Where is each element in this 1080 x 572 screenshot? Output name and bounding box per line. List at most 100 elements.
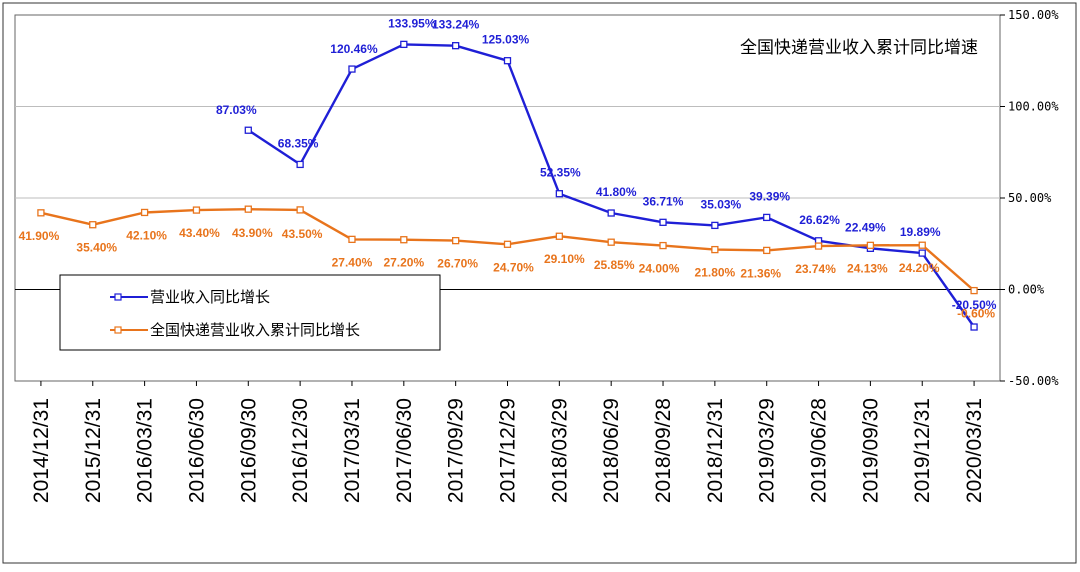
axes: -50.00% 0.00% 50.00% 100.00% 150.00% 2014/12/… <box>30 8 1059 503</box>
marker-s1-0 <box>37 209 45 217</box>
data-label-s0-11: 41.80% <box>596 185 637 199</box>
legend-label-orange: 全国快递营业收入累计同比增长 <box>150 321 360 339</box>
marker-s0-13 <box>711 221 719 230</box>
legend: 营业收入同比增长 全国快递营业收入累计同比增长 <box>59 274 441 351</box>
legend-box <box>59 274 441 351</box>
data-label-s0-6: 120.46% <box>330 42 378 56</box>
marker-s1-9 <box>503 240 512 248</box>
marker-s0-11 <box>607 209 615 217</box>
marker-s0-9 <box>503 57 512 65</box>
data-label-s0-10: 52.35% <box>540 166 581 180</box>
x-tick-label-18: 2020/03/31 <box>963 398 986 503</box>
data-label-s1-16: 24.13% <box>847 261 888 275</box>
data-label-s0-5: 68.35% <box>278 136 319 150</box>
data-label-s0-9: 125.03% <box>482 33 530 47</box>
data-label-s0-8: 133.24% <box>432 18 480 32</box>
marker-s0-6 <box>348 65 356 73</box>
x-tick-label-8: 2017/09/29 <box>445 398 468 503</box>
data-label-s1-10: 29.10% <box>544 252 585 266</box>
marker-s1-5 <box>296 206 304 214</box>
x-tick-label-7: 2017/06/30 <box>393 398 416 503</box>
x-tick-label-0: 2014/12/31 <box>30 398 53 503</box>
marker-s1-2 <box>140 208 149 217</box>
data-label-s0-4: 87.03% <box>216 103 257 117</box>
x-tick-label-11: 2018/06/29 <box>600 398 623 503</box>
legend-marker-blue <box>114 293 122 301</box>
data-label-s1-5: 43.50% <box>282 227 323 241</box>
data-label-s1-15: 23.74% <box>795 262 836 276</box>
data-label-s0-7: 133.95% <box>388 16 436 30</box>
marker-s0-10 <box>555 190 563 198</box>
data-label-s1-13: 21.80% <box>695 266 736 280</box>
marker-s1-17 <box>918 241 926 249</box>
marker-s1-16 <box>866 241 875 249</box>
marker-s0-18 <box>970 323 978 331</box>
legend-marker-orange <box>114 326 122 334</box>
data-label-s1-9: 24.70% <box>493 260 534 274</box>
data-label-s1-1: 35.40% <box>76 241 117 255</box>
marker-s1-13 <box>711 245 719 254</box>
data-label-s0-15: 26.62% <box>799 213 840 227</box>
y-tick-label-1: 0.00% <box>1008 283 1045 297</box>
data-labels: 87.03% 68.35% 120.46% 133.95%133.24%125.03%… <box>19 16 997 320</box>
y-tick-label-4: 150.00% <box>1008 8 1059 22</box>
marker-s1-15 <box>814 242 823 250</box>
marker-s1-11 <box>607 238 615 246</box>
y-tick-label-0: -50.00% <box>1008 374 1059 388</box>
data-label-s1-8: 26.70% <box>437 257 478 271</box>
data-label-s1-0: 41.90% <box>19 229 60 243</box>
x-tick-label-9: 2017/12/29 <box>497 398 520 503</box>
data-label-s1-12: 24.00% <box>639 262 680 276</box>
marker-s0-12 <box>659 218 667 226</box>
x-tick-label-4: 2016/09/30 <box>237 398 260 503</box>
x-tick-label-14: 2019/03/29 <box>756 398 779 503</box>
data-label-s1-14: 21.36% <box>740 266 781 280</box>
marker-s1-1 <box>89 221 97 229</box>
data-label-s0-13: 35.03% <box>701 197 742 211</box>
data-label-s1-3: 43.40% <box>179 226 220 240</box>
marker-s0-4 <box>244 126 252 134</box>
x-tick-label-16: 2019/09/30 <box>859 398 882 503</box>
data-label-s1-2: 42.10% <box>126 228 167 242</box>
marker-s1-12 <box>659 241 667 250</box>
data-label-s0-14: 39.39% <box>749 189 790 203</box>
x-tick-label-5: 2016/12/30 <box>289 398 312 503</box>
marker-s1-6 <box>348 235 356 244</box>
marker-s1-7 <box>400 236 408 244</box>
data-label-s0-17: 19.89% <box>900 225 941 239</box>
y-tick-label-3: 100.00% <box>1008 100 1059 114</box>
y-tick-label-2: 50.00% <box>1008 191 1052 205</box>
data-label-s1-6: 27.40% <box>332 255 373 269</box>
marker-s1-4 <box>244 205 252 213</box>
data-label-s1-7: 27.20% <box>383 256 424 270</box>
marker-s0-7 <box>400 40 408 49</box>
data-label-s1-4: 43.90% <box>232 226 273 240</box>
data-label-s1-18: -0.60% <box>957 307 995 321</box>
marker-s0-8 <box>452 42 460 50</box>
marker-s1-18 <box>970 286 978 295</box>
marker-s0-17 <box>918 249 926 257</box>
x-tick-label-1: 2015/12/31 <box>82 398 105 503</box>
chart-title: 全国快递营业收入累计同比增速 <box>740 38 978 58</box>
marker-s0-14 <box>763 213 771 222</box>
data-label-s1-11: 25.85% <box>594 258 635 272</box>
x-tick-label-6: 2017/03/31 <box>341 398 364 503</box>
marker-s1-14 <box>763 246 771 255</box>
series-lines <box>37 40 978 331</box>
marker-s1-3 <box>192 206 201 214</box>
data-label-s0-12: 36.71% <box>643 194 684 208</box>
marker-s0-5 <box>296 160 304 169</box>
marker-s1-8 <box>452 236 460 245</box>
data-label-s0-18: -20.50% <box>952 298 997 312</box>
x-tick-label-15: 2019/06/28 <box>808 398 831 503</box>
x-tick-label-17: 2019/12/31 <box>911 398 934 503</box>
data-label-s0-16: 22.49% <box>845 220 886 234</box>
legend-label-blue: 营业收入同比增长 <box>150 288 270 306</box>
x-tick-label-12: 2018/09/28 <box>652 398 675 503</box>
x-tick-label-2: 2016/03/31 <box>134 398 157 503</box>
x-tick-label-3: 2016/06/30 <box>185 398 208 503</box>
data-label-s1-17: 24.20% <box>899 261 940 275</box>
x-tick-label-10: 2018/03/29 <box>548 398 571 503</box>
